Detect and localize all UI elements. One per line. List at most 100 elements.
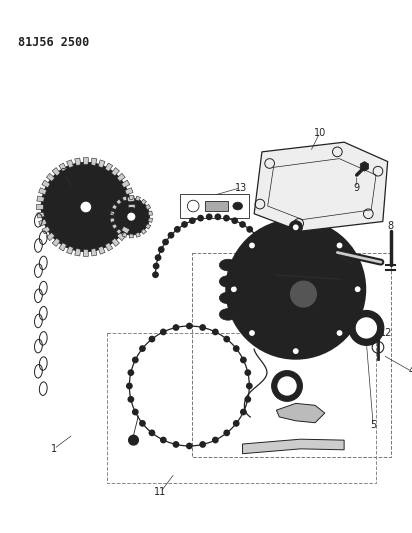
Circle shape [266,254,272,261]
Circle shape [233,345,240,352]
Circle shape [212,437,219,443]
Circle shape [333,239,346,252]
Polygon shape [254,142,388,231]
Polygon shape [75,248,81,256]
Circle shape [227,282,241,296]
Polygon shape [67,246,73,254]
Circle shape [149,430,155,436]
Circle shape [41,163,130,252]
Polygon shape [42,180,50,188]
Polygon shape [128,205,135,209]
Polygon shape [145,224,151,229]
Circle shape [337,243,342,248]
Text: 7: 7 [351,260,357,270]
Polygon shape [125,188,133,195]
Circle shape [276,267,330,321]
Circle shape [223,215,230,222]
Text: 4: 4 [409,367,412,376]
Circle shape [189,217,196,224]
Ellipse shape [219,309,237,320]
Circle shape [249,243,255,248]
Text: 10: 10 [314,127,326,138]
Circle shape [293,224,299,230]
Polygon shape [136,196,140,201]
Polygon shape [47,232,55,241]
Polygon shape [145,204,151,209]
Circle shape [153,263,159,270]
Polygon shape [39,188,47,195]
Circle shape [244,369,251,376]
Circle shape [268,271,275,278]
Polygon shape [141,199,147,205]
Text: 81J56 2500: 81J56 2500 [18,36,89,49]
Circle shape [272,370,302,401]
Circle shape [139,420,146,427]
Polygon shape [129,234,133,238]
Circle shape [355,286,360,292]
Polygon shape [243,439,344,454]
Bar [192,253,391,457]
Text: 12: 12 [379,328,392,338]
Polygon shape [122,227,130,234]
Polygon shape [37,212,44,218]
Text: 5: 5 [370,419,376,430]
Circle shape [239,221,246,228]
Circle shape [240,357,247,364]
Circle shape [262,246,269,253]
Polygon shape [112,224,117,229]
Circle shape [233,420,240,427]
Polygon shape [122,180,130,188]
Polygon shape [122,232,127,237]
Circle shape [168,232,174,239]
Circle shape [293,348,299,354]
Circle shape [152,271,159,278]
Circle shape [160,328,167,335]
Text: 9: 9 [353,183,360,192]
Polygon shape [127,196,135,202]
Polygon shape [75,158,81,166]
Bar [107,333,376,483]
Circle shape [160,437,167,443]
Circle shape [154,254,162,261]
Circle shape [245,326,259,340]
Circle shape [284,274,323,313]
Polygon shape [52,238,60,246]
Circle shape [258,239,265,245]
Circle shape [249,330,255,336]
Polygon shape [141,229,147,234]
Circle shape [173,324,179,331]
Circle shape [199,324,206,331]
Circle shape [277,376,297,395]
Circle shape [253,232,260,239]
Circle shape [63,184,109,230]
Polygon shape [52,167,60,176]
Circle shape [289,221,302,234]
Polygon shape [125,220,133,227]
Polygon shape [37,205,43,209]
Polygon shape [83,249,89,256]
Text: 1: 1 [51,444,57,454]
Circle shape [206,213,213,220]
Circle shape [240,409,247,415]
Polygon shape [129,196,133,199]
Circle shape [226,220,365,359]
Circle shape [215,213,221,220]
Circle shape [244,396,251,403]
Circle shape [181,221,188,228]
Circle shape [186,442,193,449]
Circle shape [289,344,302,358]
Circle shape [127,396,134,403]
Circle shape [246,226,253,233]
Circle shape [223,336,230,343]
Circle shape [197,215,204,222]
Circle shape [158,246,165,253]
Polygon shape [112,204,117,209]
Ellipse shape [219,292,237,304]
Text: 13: 13 [234,183,247,192]
Polygon shape [136,232,140,237]
Text: 3: 3 [104,205,110,215]
Text: 11: 11 [154,487,166,497]
Circle shape [173,441,179,448]
Ellipse shape [219,259,237,271]
Polygon shape [91,248,97,256]
